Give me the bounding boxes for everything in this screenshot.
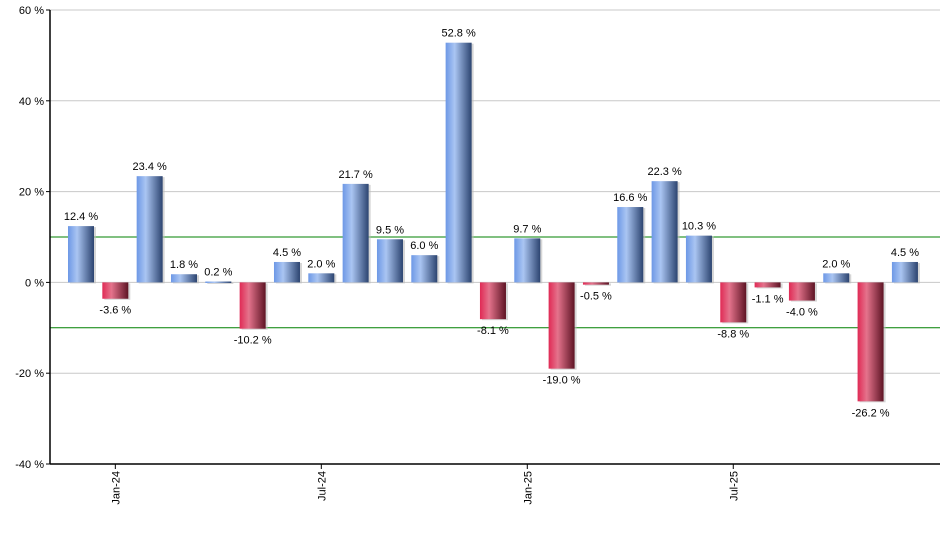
bar xyxy=(136,176,163,283)
bar xyxy=(514,238,541,283)
data-label: 9.5 % xyxy=(376,224,404,236)
data-label: -0.5 % xyxy=(580,291,612,303)
y-tick-label: -20 % xyxy=(15,368,44,380)
bar xyxy=(411,255,438,283)
bar xyxy=(445,42,472,283)
data-label: 1.8 % xyxy=(170,259,198,271)
axes: -40 % -20 % 0 % 20 % 40 % 60 % Jan-24 Jul-24 Jan… xyxy=(15,5,940,505)
data-label: 2.0 % xyxy=(307,258,335,270)
bar-shadow xyxy=(207,282,234,284)
bar xyxy=(617,207,644,283)
data-label: -8.1 % xyxy=(477,325,509,337)
data-label: -10.2 % xyxy=(234,335,272,347)
data-label: -19.0 % xyxy=(543,375,581,387)
data-label: 4.5 % xyxy=(273,247,301,259)
x-tick-label: Jul-25 xyxy=(728,471,740,501)
bar xyxy=(68,226,94,283)
data-label: 21.7 % xyxy=(339,169,373,181)
bar xyxy=(582,282,609,285)
data-label: 12.4 % xyxy=(64,211,98,223)
data-label: 4.5 % xyxy=(891,247,919,259)
bar xyxy=(273,261,300,283)
bars xyxy=(68,42,920,403)
bar xyxy=(342,183,369,283)
data-labels: 12.4 % -3.6 % 23.4 % 1.8 % 0.2 % -10.2 % 4.5 %… xyxy=(64,28,919,420)
data-label: 52.8 % xyxy=(442,28,476,40)
data-label: 6.0 % xyxy=(410,240,438,252)
y-tick-label: -40 % xyxy=(15,459,44,471)
data-label: -26.2 % xyxy=(852,407,890,419)
data-label: 9.7 % xyxy=(513,223,541,235)
data-label: 10.3 % xyxy=(682,221,716,233)
bar xyxy=(685,235,712,283)
x-tick-label: Jul-24 xyxy=(316,471,328,501)
bar xyxy=(754,282,781,288)
bar xyxy=(102,282,129,299)
data-label: -8.8 % xyxy=(717,328,749,340)
bar xyxy=(239,282,266,329)
bar xyxy=(857,282,884,402)
x-tick-label: Jan-25 xyxy=(522,471,534,505)
y-tick-label: 60 % xyxy=(19,5,44,17)
data-label: 16.6 % xyxy=(613,192,647,204)
bar xyxy=(891,261,918,283)
bar xyxy=(170,274,197,283)
bar xyxy=(205,281,232,283)
data-label: -3.6 % xyxy=(99,305,131,317)
data-label: 0.2 % xyxy=(204,266,232,278)
bar xyxy=(376,239,403,283)
bar xyxy=(720,282,747,323)
y-tick-label: 20 % xyxy=(19,187,44,199)
data-label: 22.3 % xyxy=(647,166,681,178)
bar xyxy=(651,181,678,283)
y-tick-label: 0 % xyxy=(25,277,44,289)
x-tick-label: Jan-24 xyxy=(110,471,122,505)
data-label: -1.1 % xyxy=(752,293,784,305)
data-label: 23.4 % xyxy=(133,161,167,173)
bar xyxy=(308,273,335,283)
data-label: -4.0 % xyxy=(786,307,818,319)
data-label: 2.0 % xyxy=(822,258,850,270)
bar xyxy=(548,282,575,369)
y-tick-label: 40 % xyxy=(19,96,44,108)
bar xyxy=(823,273,850,283)
bar xyxy=(479,282,506,320)
reference-lines xyxy=(50,236,940,329)
bar xyxy=(788,282,815,301)
